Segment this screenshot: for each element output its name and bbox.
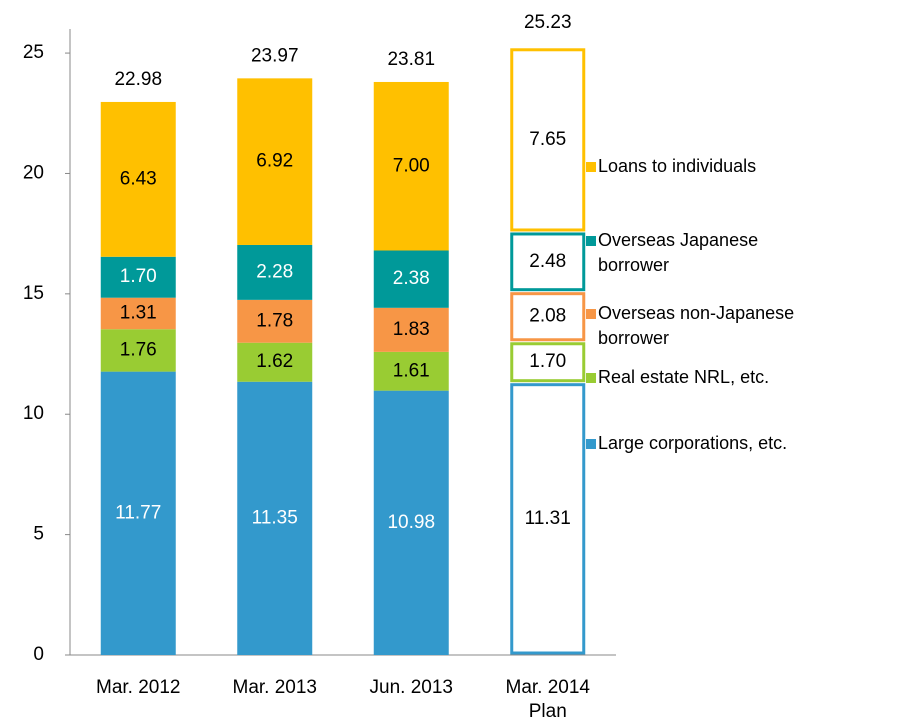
value-label: 6.92	[256, 151, 293, 172]
y-tick-label: 0	[33, 644, 44, 665]
bar-segment	[510, 232, 586, 292]
legend-swatch	[586, 439, 596, 449]
legend-label: Overseas Japanese borrower	[598, 230, 758, 275]
bar-segment	[100, 297, 176, 330]
x-tick-label: Mar. 2012	[96, 677, 181, 698]
total-label: 25.23	[524, 12, 572, 33]
bar-segment	[237, 299, 313, 343]
value-label: 2.48	[529, 251, 566, 272]
bar-segment	[373, 250, 449, 308]
bar-segment	[237, 78, 313, 245]
y-tick-label: 10	[23, 403, 44, 424]
value-label: 7.65	[529, 129, 566, 150]
bar-segment	[100, 329, 176, 372]
value-label: 1.62	[256, 351, 293, 372]
x-tick-label: Mar. 2014 Plan	[506, 677, 591, 721]
value-label: 1.76	[120, 339, 157, 360]
bar-segment	[100, 256, 176, 298]
legend-swatch	[586, 236, 596, 246]
bar-segment	[237, 244, 313, 300]
legend-label: Loans to individuals	[598, 156, 756, 176]
value-label: 1.70	[120, 266, 157, 287]
bar-segment	[237, 381, 313, 655]
bar-segment	[100, 101, 176, 257]
total-label: 23.97	[251, 45, 299, 66]
value-label: 1.61	[393, 360, 430, 381]
value-label: 11.31	[525, 508, 571, 529]
legend-label: Real estate NRL, etc.	[598, 367, 769, 387]
value-label: 6.43	[120, 168, 157, 189]
legend-swatch	[586, 162, 596, 172]
value-label: 1.70	[529, 351, 566, 372]
total-label: 23.81	[387, 49, 435, 70]
bar-segment	[373, 81, 449, 251]
legend-swatch	[586, 373, 596, 383]
value-label: 1.78	[256, 310, 293, 331]
legend-label: Overseas non-Japanese borrower	[598, 303, 794, 348]
y-tick-label: 5	[33, 524, 44, 545]
bar-segment	[510, 292, 586, 342]
y-tick-label: 25	[23, 42, 44, 63]
value-label: 10.98	[387, 512, 435, 533]
legend-swatch	[586, 309, 596, 319]
y-tick-label: 15	[23, 283, 44, 304]
bar-segment	[373, 307, 449, 352]
x-tick-label: Jun. 2013	[370, 677, 453, 698]
value-label: 11.35	[252, 507, 298, 528]
value-label: 2.08	[529, 306, 566, 327]
value-label: 2.38	[393, 268, 430, 289]
bar-segment	[237, 342, 313, 382]
value-label: 2.28	[256, 261, 293, 282]
legend-label: Large corporations, etc.	[598, 433, 787, 453]
value-label: 11.77	[115, 502, 161, 523]
bar-segment	[373, 390, 449, 655]
bar-segment	[510, 48, 586, 232]
value-label: 1.31	[120, 302, 157, 323]
bar-segment	[100, 371, 176, 655]
value-label: 1.83	[393, 319, 430, 340]
y-tick-label: 20	[23, 162, 44, 183]
bar-segment	[510, 342, 586, 383]
bar-segment	[510, 383, 586, 655]
value-label: 7.00	[393, 155, 430, 176]
total-label: 22.98	[114, 69, 162, 90]
bar-segment	[373, 351, 449, 391]
x-tick-label: Mar. 2013	[233, 677, 318, 698]
